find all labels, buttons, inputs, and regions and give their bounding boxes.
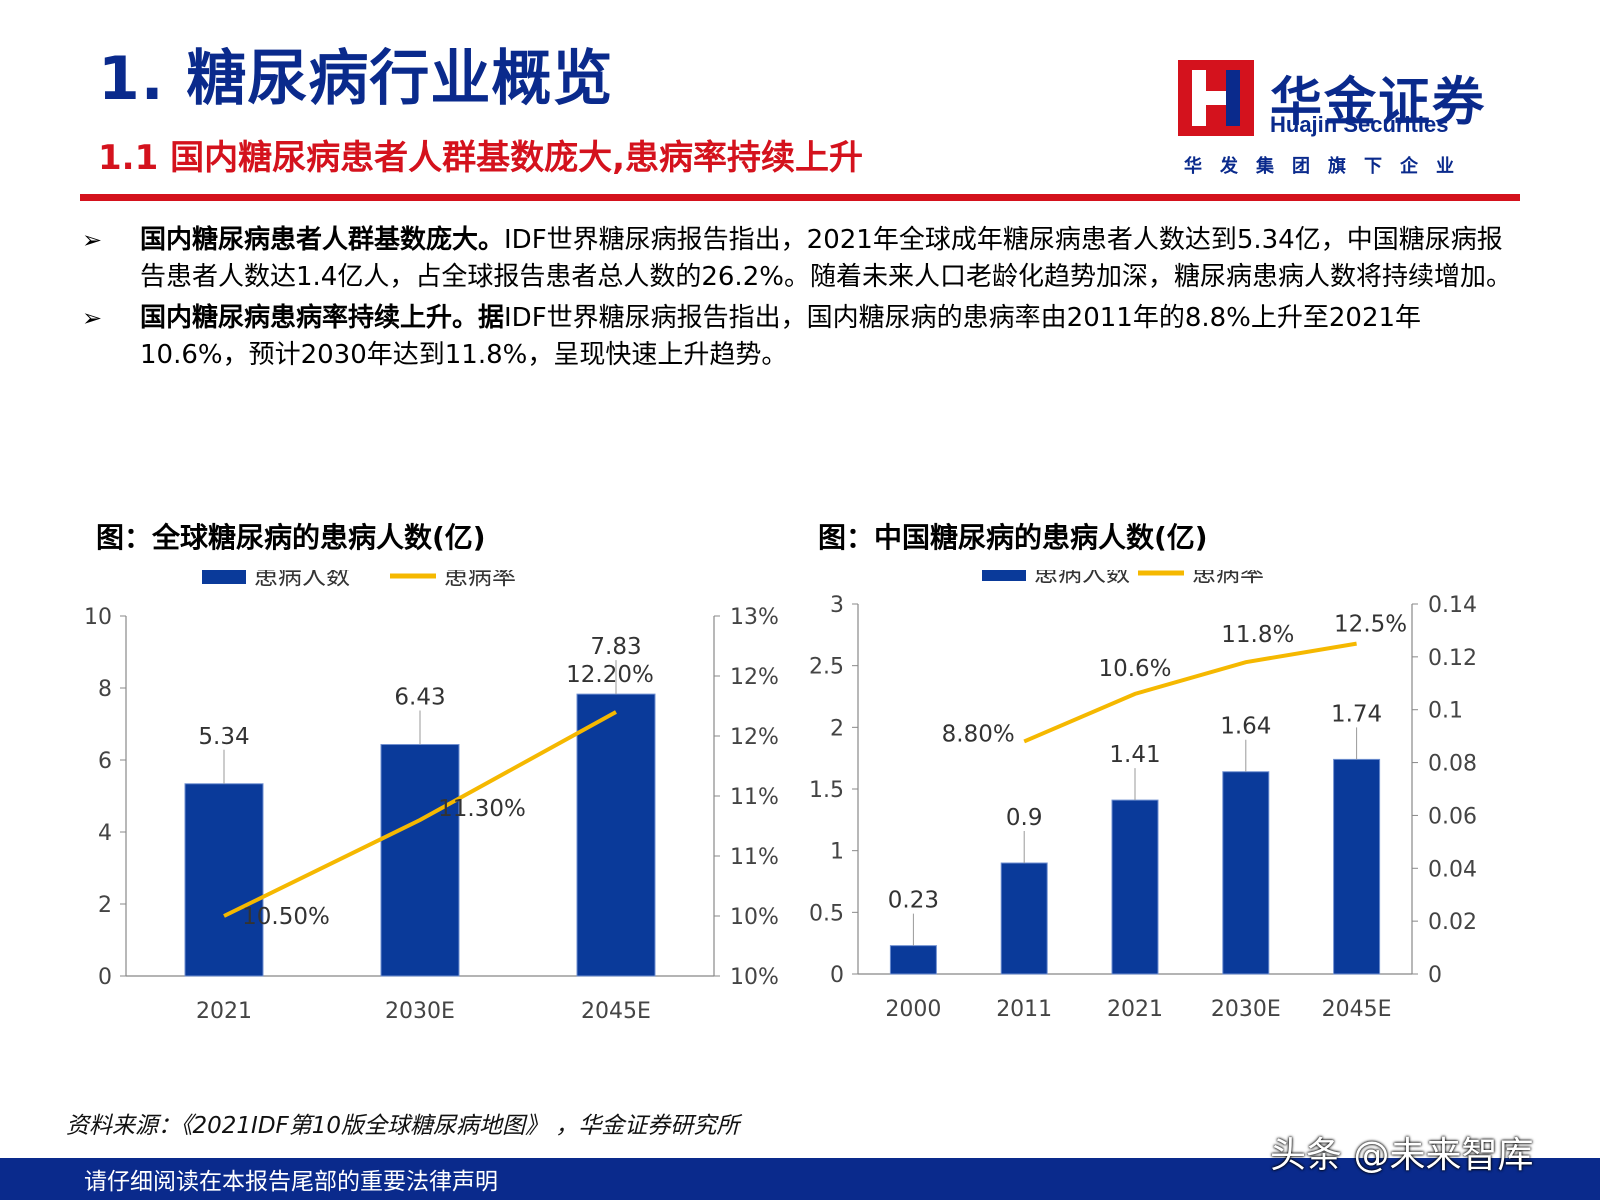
line-data-label: 10.50% [242,904,330,930]
line-data-label: 10.6% [1098,656,1171,682]
logo-name-en: Huajin Securities [1270,112,1449,137]
y-right-tick-label: 10% [730,965,779,990]
bar-data-label: 0.9 [1006,805,1043,831]
y-left-tick-label: 2 [98,893,112,918]
huajin-logo-icon [1178,60,1254,136]
y-right-tick-label: 0.08 [1428,752,1477,777]
legend-label: 患病率 [1192,570,1264,587]
y-right-tick-label: 11% [730,845,779,870]
line-data-label: 11.30% [438,796,526,822]
x-tick-label: 2045E [1322,997,1392,1022]
bar-data-label: 7.83 [590,634,641,660]
x-tick-label: 2000 [885,997,941,1022]
arrow-bullet-icon: ➢ [82,226,103,254]
y-right-tick-label: 11% [730,785,779,810]
bar-data-label: 6.43 [394,685,445,711]
x-tick-label: 2030E [1211,997,1281,1022]
source-note: 资料来源：《2021IDF第10版全球糖尿病地图》 ，华金证券研究所 [66,1113,740,1139]
bullet-lead: 国内糖尿病患者人群基数庞大。 [140,225,505,255]
y-right-tick-label: 12% [730,665,779,690]
bar [380,744,460,977]
y-right-tick-label: 0.14 [1428,593,1477,618]
footer-bar [0,1158,1600,1200]
line-data-label: 12.20% [566,662,654,688]
legend-label: 患病率 [444,570,516,590]
y-right-tick-label: 10% [730,905,779,930]
bar-data-label: 0.23 [888,888,939,914]
y-right-tick-label: 12% [730,725,779,750]
bar-data-label: 1.74 [1331,701,1382,727]
page-subtitle: 1.1 国内糖尿病患者人群基数庞大,患病率持续上升 [98,138,863,178]
bar [576,693,656,977]
china-diabetes-chart: 患病人数 患病率 0 0.5 1 1.5 2 2.5 3 0 0.02 0.04 0.06 0.08 0.1… [809,570,1477,1022]
line-data-label: 8.80% [942,721,1015,747]
logo-name-cn: 华金证券 [1270,73,1487,133]
bullet-item: ➢ 国内糖尿病患病率持续上升。据IDF世界糖尿病报告指出，国内糖尿病的患病率由2… [82,300,1522,374]
bar [889,945,937,975]
y-right-tick-label: 0.02 [1428,910,1477,935]
y-left-tick-label: 0 [98,965,112,990]
bar [1111,799,1159,975]
y-left-tick-label: 0.5 [809,901,844,926]
y-left-tick-label: 2 [830,716,844,741]
bullet-list: ➢ 国内糖尿病患者人群基数庞大。IDF世界糖尿病报告指出，2021年全球成年糖尿… [82,222,1522,378]
legend-bar-swatch [982,570,1026,581]
y-right-tick-label: 0.12 [1428,646,1477,671]
bullet-lead: 国内糖尿病患病率持续上升。据 [140,303,505,333]
y-left-tick-label: 1.5 [809,778,844,803]
bullet-item: ➢ 国内糖尿病患者人群基数庞大。IDF世界糖尿病报告指出，2021年全球成年糖尿… [82,222,1522,296]
bar-data-label: 5.34 [198,724,249,750]
y-left-tick-label: 0 [830,963,844,988]
bar-data-label: 1.41 [1109,742,1160,768]
legal-notice: 请仔细阅读在本报告尾部的重要法律声明 [84,1169,498,1195]
rate-line [1023,641,1357,744]
legend-label: 患病人数 [254,570,350,590]
bar [184,783,264,977]
y-right-tick-label: 0.1 [1428,699,1463,724]
line-data-label: 12.5% [1334,612,1407,638]
x-tick-label: 2030E [385,999,455,1024]
x-tick-label: 2011 [996,997,1052,1022]
y-left-tick-label: 8 [98,677,112,702]
y-right-tick-label: 13% [730,605,779,630]
header-divider [80,194,1520,201]
bar [1000,862,1048,975]
watermark: 头条 @未来智库 [1270,1135,1534,1176]
arrow-bullet-icon: ➢ [82,304,103,332]
y-left-tick-label: 4 [98,821,112,846]
y-left-tick-label: 3 [830,593,844,618]
y-left-tick-label: 2.5 [809,655,844,680]
chart-title-china: 图：中国糖尿病的患病人数(亿) [818,521,1208,554]
y-right-tick-label: 0.04 [1428,857,1477,882]
legend-label: 患病人数 [1034,570,1130,587]
x-tick-label: 2021 [1107,997,1163,1022]
bar [1222,771,1270,975]
page-title: 1. 糖尿病行业概览 [98,44,614,114]
logo-slogan: 华发集团旗下企业 [1184,156,1472,177]
bar-data-label: 1.64 [1220,714,1271,740]
chart-title-global: 图：全球糖尿病的患病人数(亿) [96,521,486,554]
y-right-tick-label: 0.06 [1428,804,1477,829]
huajin-logo: 华金证券 Huajin Securities 华发集团旗下企业 [1178,60,1508,180]
y-left-tick-label: 1 [830,840,844,865]
bullet-body: IDF世界糖尿病报告指出，国内糖尿病的患病率由2011年的8.8%上升至2021… [140,303,1422,370]
y-left-tick-label: 6 [98,749,112,774]
line-data-label: 11.8% [1221,622,1294,648]
bullet-body: IDF世界糖尿病报告指出，2021年全球成年糖尿病患者人数达到5.34亿，中国糖… [140,225,1512,292]
x-tick-label: 2045E [581,999,651,1024]
y-left-tick-label: 10 [84,605,112,630]
y-right-tick-label: 0 [1428,963,1442,988]
legend-bar-swatch [202,570,246,584]
bar [1333,758,1381,975]
x-tick-label: 2021 [196,999,252,1024]
global-diabetes-chart: 患病人数 患病率 0 2 4 6 8 10 10% 10% 11% 11% 12% 12% 13% 2021 5… [84,570,779,1024]
